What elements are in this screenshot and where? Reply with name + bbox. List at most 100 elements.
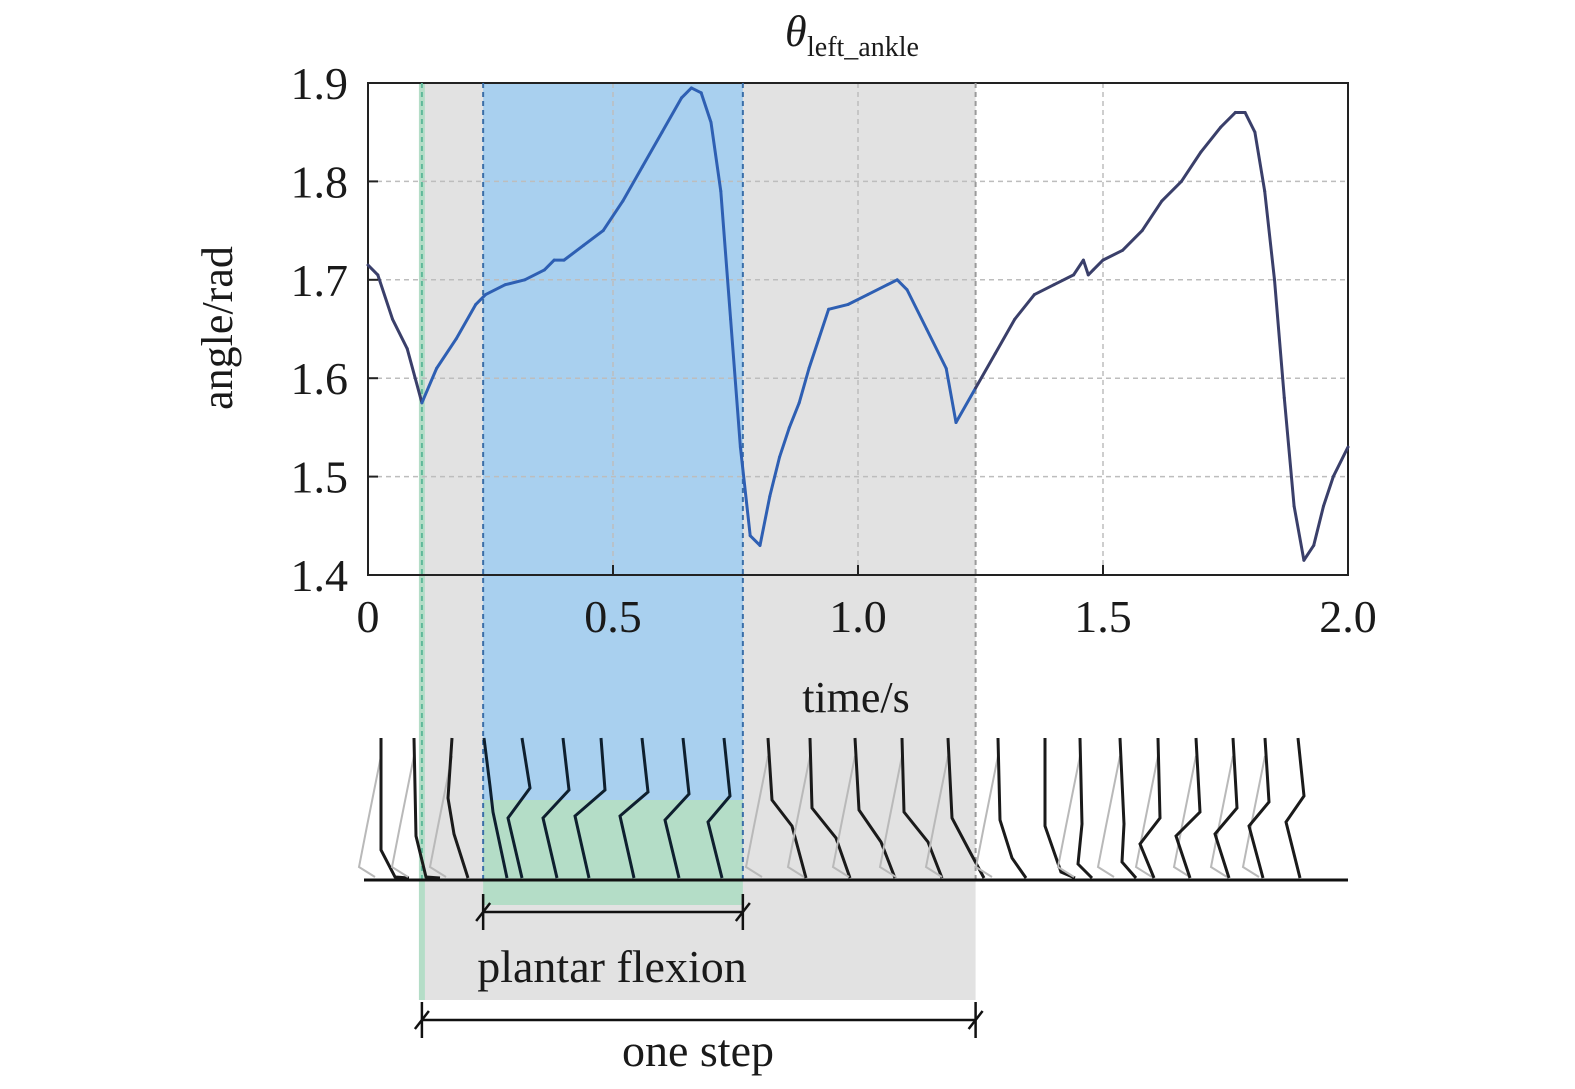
- gait-stick-figures: [357, 737, 1306, 880]
- stance-leg-stick: [1213, 737, 1239, 879]
- series-line-segment: [1072, 258, 1085, 277]
- series-line-segment: [562, 243, 586, 262]
- series-line-segment: [1013, 293, 1036, 321]
- swing-leg-stick: [924, 755, 949, 878]
- one-step-bracket-slash: [413, 1010, 430, 1030]
- stance-leg-stick: [996, 737, 1028, 879]
- series-line-segment: [758, 494, 772, 547]
- series-line-segment: [1331, 445, 1350, 479]
- series-line-segment: [925, 327, 948, 370]
- y-tick-label: 1.4: [291, 550, 349, 601]
- stance-leg-stick: [412, 737, 441, 880]
- series-line-segment: [709, 120, 723, 193]
- series-line-segment: [484, 283, 507, 297]
- x-tick-label: 1.0: [829, 591, 887, 642]
- series-line-segment: [376, 273, 394, 321]
- series-line-segment: [778, 425, 791, 459]
- series-line-segment: [905, 288, 929, 331]
- series-line-segment: [954, 386, 978, 424]
- swing-leg-stick: [974, 755, 999, 878]
- series-line-segment: [405, 347, 424, 405]
- series-line-segment: [1312, 504, 1325, 547]
- series-line-segment: [1282, 396, 1296, 508]
- series-line-segment: [601, 199, 625, 233]
- x-tick-label: 0.5: [584, 591, 642, 642]
- series-line-segment: [660, 96, 684, 134]
- series-line-segment: [621, 165, 644, 203]
- swing-leg-stick: [831, 755, 856, 878]
- series-line-segment: [680, 86, 693, 100]
- stance-leg-stick: [853, 737, 897, 879]
- stance-leg-stick: [1076, 737, 1094, 880]
- series-line-segment: [944, 366, 958, 424]
- series-line-segment: [817, 307, 831, 341]
- series-line-segment: [542, 258, 556, 272]
- series-line-segment: [1101, 248, 1125, 262]
- stance-leg-stick: [706, 737, 732, 879]
- series-line-segment: [827, 302, 850, 311]
- y-tick-label: 1.6: [291, 353, 349, 404]
- swing-leg-stick: [1241, 755, 1266, 878]
- series-line-segment: [1121, 229, 1144, 252]
- y-tick-label: 1.5: [291, 452, 349, 503]
- x-axis-label: time/s: [802, 673, 910, 722]
- swing-leg-stick: [744, 755, 769, 878]
- stance-leg-stick: [663, 737, 691, 879]
- series-line-segment: [1091, 258, 1105, 272]
- stance-leg-stick: [379, 738, 410, 880]
- swing-leg-stick: [357, 755, 382, 878]
- series-line-segment: [699, 91, 713, 124]
- swing-leg-stick: [1056, 755, 1081, 878]
- heel-strike-strip: [418, 83, 425, 1000]
- series-line-segment: [474, 293, 488, 306]
- one-step-bracket-slash: [967, 1010, 984, 1030]
- series-line-segment: [1273, 278, 1286, 400]
- series-line-segment: [807, 337, 821, 370]
- series-line-segment: [1302, 543, 1316, 562]
- x-tick-label: 0: [357, 591, 380, 642]
- series-line-segment: [1263, 189, 1276, 282]
- series-line-segment: [391, 317, 409, 351]
- series-line-segment: [1219, 111, 1237, 129]
- plantar-flexion-bracket-slash: [475, 902, 492, 922]
- stance-leg-stick: [1043, 738, 1076, 880]
- axis-ticks: 0 0.5 1.0 1.5 2.0 1.9 1.8 1.7 1.6 1.5 1.4: [291, 58, 1377, 642]
- swing-leg-stick: [428, 755, 453, 878]
- stance-leg-stick: [618, 737, 650, 879]
- swing-leg-stick: [1209, 755, 1234, 878]
- grid-lines: [368, 83, 1348, 575]
- series-line-segment: [1199, 125, 1223, 154]
- series-line-segment: [787, 401, 801, 429]
- series-line-segment: [797, 366, 811, 405]
- series-line-segment: [640, 130, 664, 169]
- y-tick-label: 1.7: [291, 255, 349, 306]
- series-line-segment: [1081, 258, 1090, 277]
- swing-leg-stick: [1096, 755, 1121, 878]
- series-line-segment: [738, 445, 752, 538]
- series-line-segment: [748, 534, 762, 547]
- series-line-segment: [454, 302, 478, 341]
- series-line-segment: [993, 317, 1017, 356]
- stance-leg-stick: [506, 737, 532, 879]
- y-tick-label: 1.8: [291, 156, 349, 207]
- series-line-segment: [503, 278, 527, 287]
- x-tick-label: 1.5: [1074, 591, 1132, 642]
- stance-leg-stick: [1247, 737, 1271, 879]
- series-line-segment: [420, 366, 439, 405]
- series-line-segment: [1253, 130, 1267, 193]
- stance-leg-stick: [541, 737, 571, 879]
- stance-leg-stick: [446, 737, 470, 879]
- series-line-segment: [729, 317, 742, 449]
- stance-leg-stick: [1284, 737, 1306, 879]
- series-line-group: [366, 86, 1350, 562]
- one-step-label: one step: [622, 1025, 774, 1076]
- stance-leg-stick: [900, 737, 944, 879]
- chart-title-subscript: left_ankle: [807, 32, 919, 63]
- stance-leg-stick: [482, 737, 509, 879]
- plantar-foot-contact-region: [483, 800, 743, 905]
- swing-leg-stick: [390, 755, 415, 878]
- swing-leg-stick: [878, 755, 903, 878]
- stance-leg-stick: [1118, 737, 1138, 879]
- series-line-segment: [974, 352, 997, 390]
